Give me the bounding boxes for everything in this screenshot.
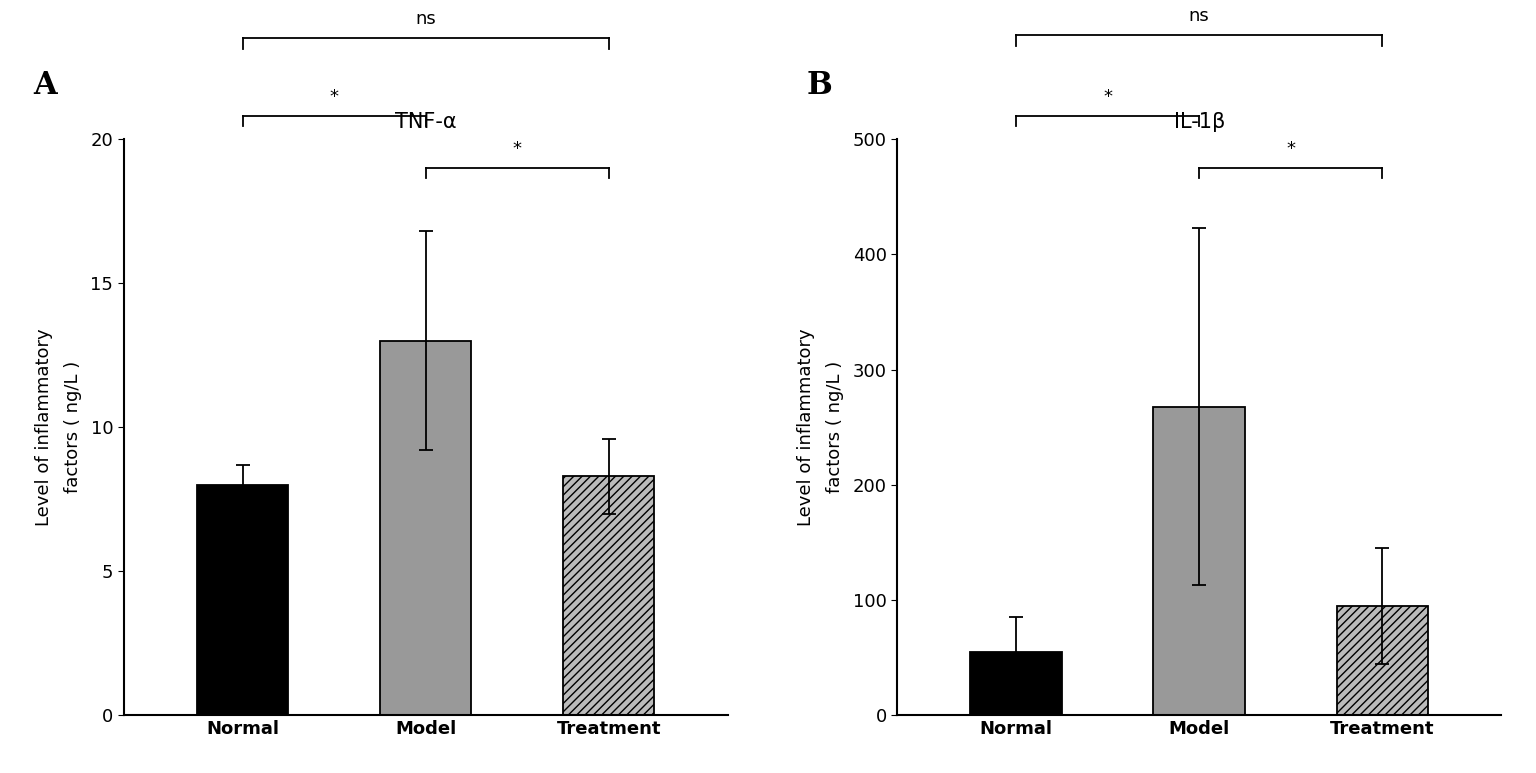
Y-axis label: Level of inflammatory
factors ( ng/L ): Level of inflammatory factors ( ng/L ) — [35, 329, 81, 526]
Bar — [379, 341, 472, 716]
Text: B: B — [806, 70, 833, 101]
Bar — [971, 652, 1061, 716]
Text: ns: ns — [415, 10, 436, 28]
Bar — [197, 485, 289, 716]
Title: IL-1β: IL-1β — [1174, 112, 1224, 132]
Bar — [1154, 407, 1246, 716]
Text: *: * — [1286, 140, 1295, 158]
Text: *: * — [1103, 87, 1112, 106]
Text: ns: ns — [1189, 7, 1209, 25]
Y-axis label: Level of inflammatory
factors ( ng/L ): Level of inflammatory factors ( ng/L ) — [797, 329, 845, 526]
Bar — [562, 476, 654, 716]
Text: *: * — [513, 140, 522, 158]
Text: A: A — [32, 70, 57, 101]
Bar — [1336, 606, 1428, 716]
Text: *: * — [330, 87, 338, 106]
Title: TNF-α: TNF-α — [395, 112, 456, 132]
